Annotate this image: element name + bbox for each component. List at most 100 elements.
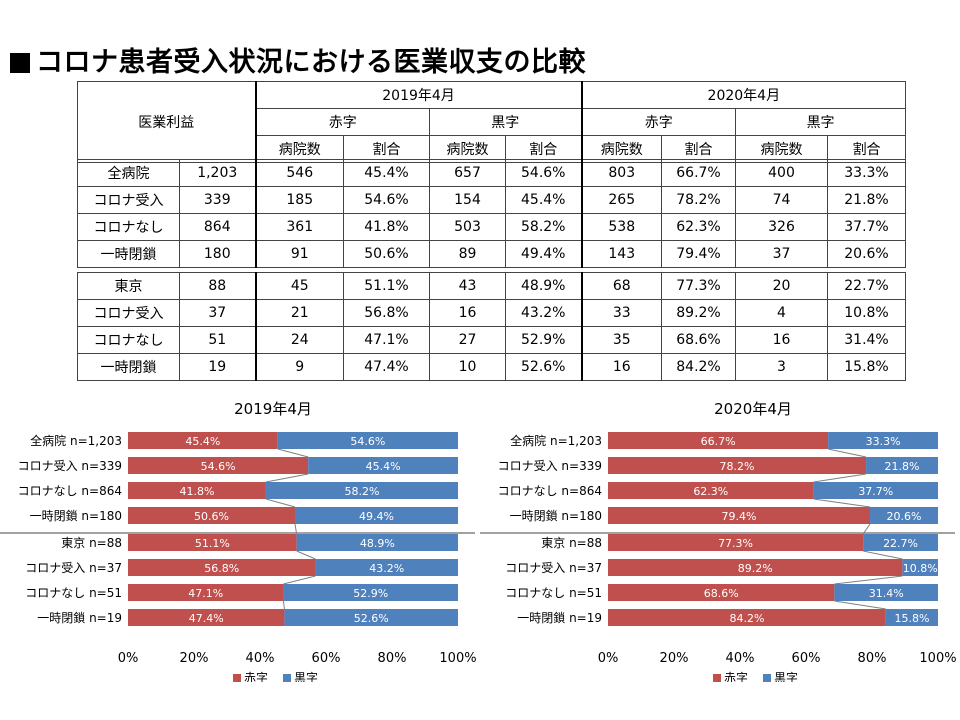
data-label-blue: 49.4% (359, 510, 394, 523)
bar-blue (294, 507, 458, 524)
table-cell: 79.4% (661, 240, 736, 268)
group-red-2019: 赤字 (254, 108, 430, 136)
table-cell: 326 (735, 213, 828, 241)
table-row: コロナ受入 37 21 56.8% 16 43.2% 33 89.2% 4 10.8% (77, 299, 906, 327)
table-row: 一時閉鎖 19 9 47.4% 10 52.6% 16 84.2% 3 15.8% (77, 353, 906, 381)
table-cell: 58.2% (505, 213, 582, 241)
table-cell: 52.9% (505, 326, 582, 354)
data-label-blue: 22.7% (883, 537, 918, 550)
data-label-red: 77.3% (718, 537, 753, 550)
data-label-red: 51.1% (195, 537, 230, 550)
bar-red (608, 534, 864, 551)
period-2020: 2020年4月 (580, 81, 907, 109)
series-connector-line (834, 600, 886, 610)
table-cell: 88 (179, 272, 256, 300)
legend-label: 赤字 (244, 670, 268, 682)
x-tick-label: 0% (598, 651, 619, 666)
bar-blue (866, 457, 938, 474)
row-label: コロナなし (77, 213, 180, 241)
bar-red (128, 432, 278, 449)
data-label-blue: 37.7% (858, 485, 893, 498)
table-cell: 361 (254, 213, 344, 241)
table-cell: 89.2% (661, 299, 736, 327)
table-cell: 45.4% (343, 159, 430, 187)
data-label-red: 79.4% (722, 510, 757, 523)
category-label: 東京 n=88 (61, 536, 122, 550)
bar-red (128, 534, 297, 551)
category-label: 一時閉鎖 n=180 (510, 508, 602, 523)
legend-swatch-red (713, 674, 721, 682)
series-connector-line (265, 473, 309, 483)
page-title: コロナ患者受入状況における医業収支の比較 (10, 40, 586, 79)
data-label-blue: 31.4% (869, 587, 904, 600)
square-bullet-icon (10, 53, 30, 73)
table-cell: 35 (580, 326, 662, 354)
table-row: 東京 88 45 51.1% 43 48.9% 68 77.3% 20 22.7% (77, 272, 906, 300)
bar-red (128, 507, 295, 524)
bar-red (128, 482, 266, 499)
series-connector-line (283, 575, 316, 585)
table-row: 全病院 1,203 546 45.4% 657 54.6% 803 66.7% 400 33.3% (77, 159, 906, 187)
chart-title: 2019年4月 (234, 400, 312, 418)
bar-blue (902, 559, 938, 576)
data-label-red: 56.8% (204, 562, 239, 575)
data-label-red: 41.8% (179, 485, 214, 498)
bar-red (128, 609, 285, 626)
bar-blue (828, 432, 938, 449)
bar-blue (870, 507, 938, 524)
bar-blue (308, 457, 458, 474)
bar-red (608, 507, 871, 524)
legend-label: 黒字 (774, 670, 798, 682)
series-connector-line (813, 498, 871, 508)
table-cell: 45 (254, 272, 344, 300)
table-cell: 74 (735, 186, 828, 214)
series-connector-line (277, 448, 309, 458)
table-cell: 20.6% (827, 240, 906, 268)
subcol-header: 病院数 (735, 135, 829, 163)
bar-blue (284, 609, 458, 626)
table-cell: 84.2% (661, 353, 736, 381)
table-cell: 50.6% (343, 240, 430, 268)
subcol-header: 割合 (343, 135, 430, 163)
x-tick-label: 0% (118, 651, 139, 666)
bar-red (128, 457, 309, 474)
data-label-blue: 33.3% (866, 435, 901, 448)
row-label: コロナなし (77, 326, 180, 354)
row-label: コロナ受入 (77, 186, 180, 214)
data-label-red: 68.6% (704, 587, 739, 600)
table-cell: 45.4% (505, 186, 582, 214)
row-label: コロナ受入 (77, 299, 180, 327)
x-tick-label: 100% (439, 651, 476, 666)
table-cell: 21.8% (827, 186, 906, 214)
table-cell: 864 (179, 213, 256, 241)
category-label: 東京 n=88 (541, 536, 602, 550)
header-label: 医業利益 (77, 81, 256, 163)
table-cell: 43.2% (505, 299, 582, 327)
table-row: 一時閉鎖 180 91 50.6% 89 49.4% 143 79.4% 37 20.6% (77, 240, 906, 268)
category-label: コロナ受入 n=339 (498, 459, 602, 473)
table-cell: 10 (429, 353, 506, 381)
category-label: 一時閉鎖 n=180 (30, 508, 122, 523)
table-cell: 37 (735, 240, 828, 268)
series-connector-line (282, 600, 285, 610)
series-connector-line (828, 448, 867, 458)
table-cell: 54.6% (343, 186, 430, 214)
table-cell: 400 (735, 159, 828, 187)
table-cell: 339 (179, 186, 256, 214)
table-cell: 154 (429, 186, 506, 214)
bar-red (608, 457, 867, 474)
table-cell: 185 (254, 186, 344, 214)
category-label: コロナ受入 n=37 (25, 561, 122, 575)
table-cell: 68.6% (661, 326, 736, 354)
table-cell: 48.9% (505, 272, 582, 300)
table-cell: 37.7% (827, 213, 906, 241)
series-connector-line (265, 498, 296, 508)
data-label-blue: 15.8% (894, 612, 929, 625)
legend-label: 赤字 (724, 670, 748, 682)
category-label: コロナなし n=51 (505, 586, 602, 600)
table-cell: 47.4% (343, 353, 430, 381)
category-label: コロナ受入 n=339 (18, 459, 122, 473)
table-cell: 78.2% (661, 186, 736, 214)
table-row: コロナなし 51 24 47.1% 27 52.9% 35 68.6% 16 31.4% (77, 326, 906, 354)
data-label-blue: 21.8% (885, 460, 920, 473)
